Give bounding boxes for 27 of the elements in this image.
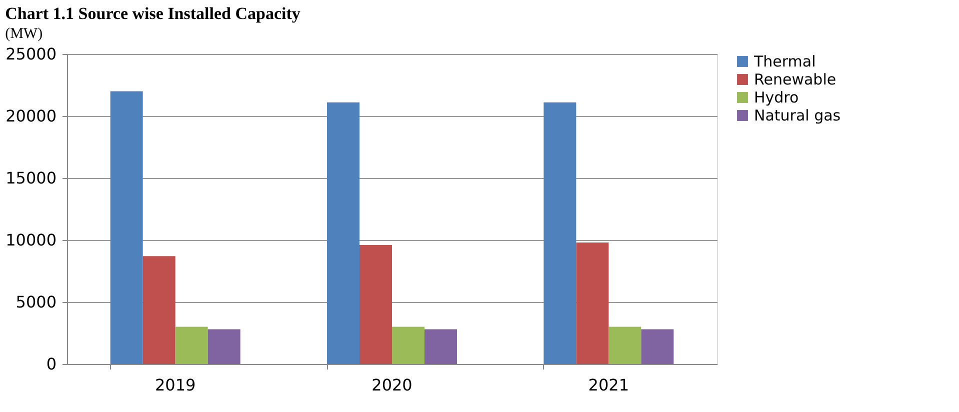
y-tick-label: 25000 (6, 44, 56, 64)
bar (392, 326, 424, 364)
y-tick-label: 0 (46, 354, 56, 374)
x-tick-label: 2020 (372, 376, 412, 394)
legend-label: Thermal (753, 52, 816, 70)
y-tick-label: 15000 (6, 168, 56, 188)
y-tick-label: 5000 (16, 292, 56, 312)
bar (142, 256, 176, 364)
bar (360, 244, 392, 364)
legend-label: Hydro (754, 88, 799, 106)
bar (327, 102, 360, 364)
bar (208, 329, 240, 364)
bar (110, 91, 143, 364)
bar (641, 329, 674, 364)
y-tick-label: 20000 (6, 106, 56, 126)
chart-title: Chart 1.1 Source wise Installed Capacity (5, 4, 301, 23)
y-tick-label: 10000 (6, 230, 56, 250)
legend-label: Renewable (754, 70, 836, 88)
bar (544, 102, 576, 364)
legend-label: Natural gas (754, 106, 841, 124)
bar (576, 242, 609, 364)
bar (175, 326, 208, 364)
text: (MW) (5, 26, 43, 42)
x-tick-label: 2019 (154, 376, 196, 394)
x-tick-label: 2021 (588, 376, 630, 394)
bar (608, 326, 642, 364)
bar (424, 329, 457, 364)
